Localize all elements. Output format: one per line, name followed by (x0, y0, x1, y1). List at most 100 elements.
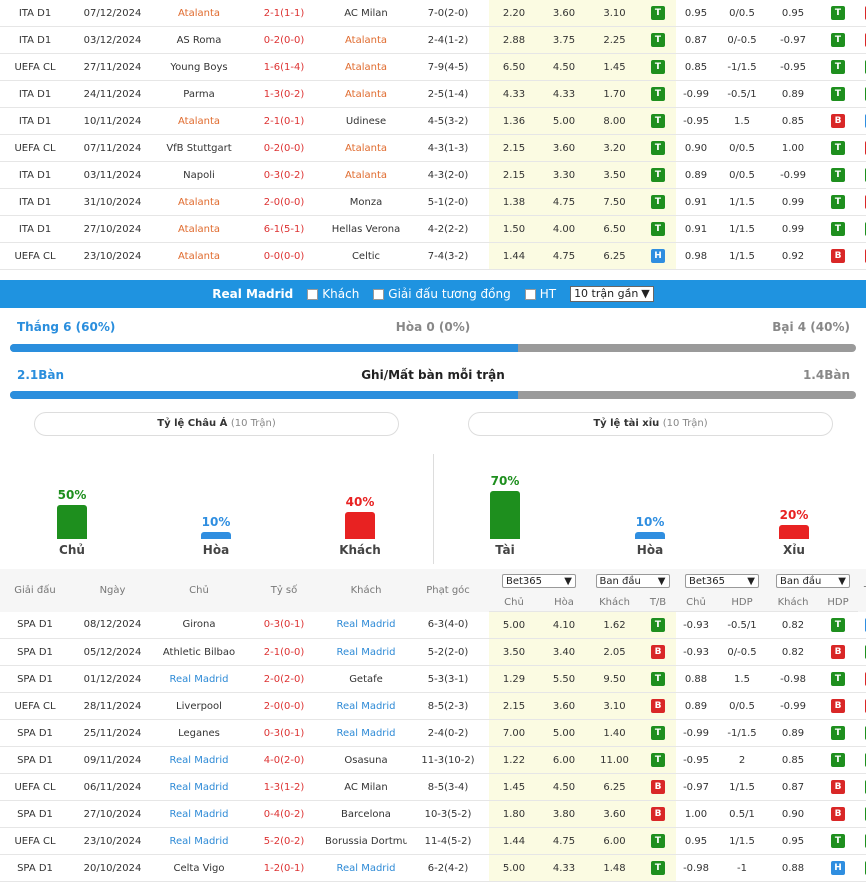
odds-away: 3.10 (589, 0, 640, 27)
home-team[interactable]: Girona (155, 611, 243, 639)
away-team[interactable]: Barcelona (325, 800, 407, 828)
hdp-badge: B (818, 107, 858, 135)
away-team[interactable]: Atalanta (325, 53, 407, 81)
match-score: 0-3(0-1) (243, 719, 325, 747)
away-team[interactable]: Atalanta (325, 26, 407, 54)
match-count-select[interactable]: 10 trận gần ▼ (570, 286, 654, 302)
match-league: SPA D1 (0, 611, 70, 639)
match-league: UEFA CL (0, 692, 70, 720)
home-team[interactable]: Real Madrid (155, 800, 243, 828)
ht-filter[interactable]: HT (524, 287, 557, 301)
away-team[interactable]: AC Milan (325, 773, 407, 801)
home-team[interactable]: Real Madrid (155, 827, 243, 855)
away-team[interactable]: Real Madrid (325, 692, 407, 720)
match-score: 1-3(0-2) (243, 80, 325, 108)
result-badge: T (640, 827, 676, 855)
table-row: ITA D1 24/11/2024 Parma 1-3(0-2) Atalanta 2-5… (0, 80, 866, 108)
away-filter[interactable]: Khách (307, 287, 359, 301)
away-team[interactable]: Osasuna (325, 746, 407, 774)
odds-away: 11.00 (589, 746, 640, 774)
home-team[interactable]: Napoli (155, 161, 243, 189)
away-team[interactable]: Real Madrid (325, 854, 407, 882)
table-row: ITA D1 10/11/2024 Atalanta 2-1(0-1) Udinese 4… (0, 107, 866, 135)
odds-type2-select[interactable]: Ban đầu ▼ (776, 574, 850, 588)
stat-bar (345, 511, 375, 539)
bookmaker-select[interactable]: Bet365 ▼ (502, 574, 576, 588)
bookmaker2-select[interactable]: Bet365 ▼ (685, 574, 759, 588)
win-summary: Thắng 6 (60%) (17, 320, 116, 334)
ou-badge: H (858, 107, 866, 135)
hdp-badge: B (818, 638, 858, 666)
home-team[interactable]: Real Madrid (155, 773, 243, 801)
home-team[interactable]: Atalanta (155, 242, 243, 270)
hdp-badge: B (818, 242, 858, 270)
match-league: ITA D1 (0, 107, 70, 135)
table-row: UEFA CL 23/10/2024 Atalanta 0-0(0-0) Celtic 7… (0, 242, 866, 270)
away-checkbox[interactable] (307, 289, 319, 300)
over-under-tab[interactable]: Tỷ lệ tài xỉu (10 Trận) (468, 412, 833, 436)
hdp-badge-label: B (831, 807, 845, 821)
ht-checkbox[interactable] (524, 289, 536, 300)
chevron-down-icon: ▼ (657, 575, 666, 587)
home-team[interactable]: VfB Stuttgart (155, 134, 243, 162)
goals-fill (10, 391, 518, 399)
home-team[interactable]: Athletic Bilbao (155, 638, 243, 666)
odds-draw: 4.50 (539, 53, 589, 81)
bookmaker-value: Bet365 (506, 575, 543, 587)
home-team[interactable]: Real Madrid (155, 665, 243, 693)
odds-type-select[interactable]: Ban đầu ▼ (595, 574, 670, 588)
odds-away: 9.50 (589, 665, 640, 693)
similar-league-filter[interactable]: Giải đấu tương đồng (373, 287, 511, 301)
away-team[interactable]: Real Madrid (325, 638, 407, 666)
away-team[interactable]: Atalanta (325, 134, 407, 162)
odds-away: 6.50 (589, 215, 640, 243)
home-team[interactable]: Liverpool (155, 692, 243, 720)
home-team[interactable]: Real Madrid (155, 746, 243, 774)
away-team[interactable]: Monza (325, 188, 407, 216)
away-team[interactable]: Real Madrid (325, 611, 407, 639)
ou-badge: X (858, 242, 866, 270)
away-team[interactable]: Udinese (325, 107, 407, 135)
away-team[interactable]: Atalanta (325, 161, 407, 189)
match-league: SPA D1 (0, 746, 70, 774)
ou-badge: X (858, 692, 866, 720)
away-team[interactable]: Real Madrid (325, 719, 407, 747)
away-team[interactable]: Borussia Dortmund (325, 827, 407, 855)
hdp-badge-label: T (831, 33, 845, 47)
odds-home: 4.33 (489, 80, 539, 108)
table-row: SPA D1 05/12/2024 Athletic Bilbao 2-1(0-0) R… (0, 638, 866, 666)
home-team[interactable]: AS Roma (155, 26, 243, 54)
goals-bar (10, 391, 856, 399)
odds-away: 6.00 (589, 827, 640, 855)
away-team[interactable]: Hellas Verona (325, 215, 407, 243)
home-team[interactable]: Leganes (155, 719, 243, 747)
home-team[interactable]: Atalanta (155, 0, 243, 27)
away-team[interactable]: AC Milan (325, 0, 407, 27)
home-team[interactable]: Young Boys (155, 53, 243, 81)
odds-draw: 4.33 (539, 854, 589, 882)
away-team[interactable]: Atalanta (325, 80, 407, 108)
match-score: 1-3(1-2) (243, 773, 325, 801)
hdp-home: -0.98 (676, 854, 716, 882)
match-score: 1-2(0-1) (243, 854, 325, 882)
result-badge-label: T (651, 141, 665, 155)
hdp-line: -1/1.5 (716, 719, 768, 747)
hdp-badge-label: H (831, 861, 845, 875)
home-team[interactable]: Atalanta (155, 107, 243, 135)
corner-score: 4-5(3-2) (407, 107, 489, 135)
hdp-badge-label: T (831, 753, 845, 767)
home-team[interactable]: Celta Vigo (155, 854, 243, 882)
ht-label: HT (539, 287, 557, 301)
away-team[interactable]: Celtic (325, 242, 407, 270)
asia-odds-tab[interactable]: Tỷ lệ Châu Á (10 Trận) (34, 412, 399, 436)
hdp-line: 0/-0.5 (716, 638, 768, 666)
stat-bar (490, 491, 520, 539)
home-team[interactable]: Parma (155, 80, 243, 108)
corner-score: 2-5(1-4) (407, 80, 489, 108)
away-team[interactable]: Getafe (325, 665, 407, 693)
similar-league-checkbox[interactable] (373, 289, 385, 300)
home-team[interactable]: Atalanta (155, 215, 243, 243)
home-team[interactable]: Atalanta (155, 188, 243, 216)
stat-label: Hòa (202, 543, 230, 557)
match-league: ITA D1 (0, 215, 70, 243)
